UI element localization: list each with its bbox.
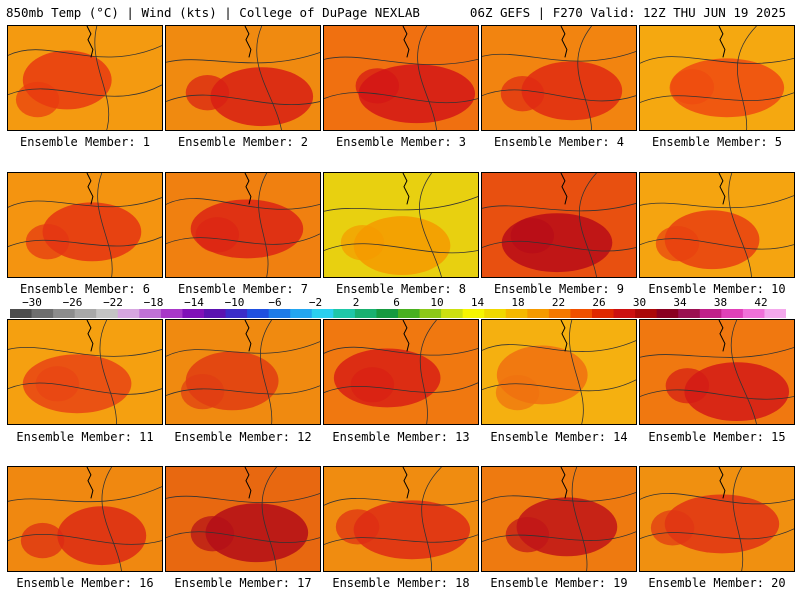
ensemble-member-label: Ensemble Member: 8 [335,282,467,296]
colorbar-segment [635,309,658,318]
colorbar-segment [613,309,636,318]
colorbar-segment [419,309,442,318]
colorbar-segment [311,309,334,318]
ensemble-member-label: Ensemble Member: 9 [493,282,625,296]
colorbar-tick: 14 [470,296,485,309]
colorbar-tick: 2 [352,296,360,309]
ensemble-member-map [7,172,163,278]
colorbar-tick: 42 [754,296,768,309]
colorbar-segment [527,309,550,318]
ensemble-member-label: Ensemble Member: 5 [651,135,783,149]
ensemble-member-map [639,25,795,131]
colorbar-tick: 10 [430,296,444,309]
ensemble-member-map [639,319,795,425]
colorbar-segment [354,309,377,318]
colorbar-tick: −10 [224,296,245,309]
ensemble-member-label: Ensemble Member: 17 [174,576,312,590]
ensemble-member-label: Ensemble Member: 11 [16,430,154,444]
colorbar-segment [484,309,507,318]
colorbar-segment [764,309,786,318]
ensemble-member-map [7,319,163,425]
ensemble-member-map [165,172,321,278]
ensemble-member-map [323,466,479,572]
colorbar-segment [117,309,140,318]
colorbar-tick: 26 [592,296,606,309]
colorbar-tick: −2 [308,296,323,309]
colorbar-tick: 18 [511,296,525,309]
ensemble-member-label: Ensemble Member: 4 [493,135,625,149]
colorbar-segment [592,309,615,318]
ensemble-member-label: Ensemble Member: 14 [490,430,628,444]
colorbar-tick: 6 [393,296,400,309]
colorbar-segment [721,309,744,318]
ensemble-member-label: Ensemble Member: 18 [332,576,470,590]
colorbar-segment [268,309,291,318]
colorbar-segment [96,309,119,318]
ensemble-member-map [323,172,479,278]
ensemble-member-label: Ensemble Member: 10 [648,282,786,296]
ensemble-member-map [165,466,321,572]
colorbar-segment [182,309,205,318]
colorbar-segment [333,309,356,318]
colorbar-segment [53,309,76,318]
colorbar-segment [699,309,722,318]
colorbar-segment [505,309,528,318]
map-title: 850mb Temp (°C) | Wind (kts) | College o… [6,5,420,20]
ensemble-member-map [323,25,479,131]
colorbar-segment [247,309,270,318]
colorbar-tick: 34 [673,296,687,309]
colorbar-segment [139,309,162,318]
colorbar-tick: 38 [713,296,728,309]
ensemble-member-map [7,466,163,572]
ensemble-member-map [639,466,795,572]
ensemble-member-label: Ensemble Member: 7 [177,282,309,296]
colorbar-tick: 30 [632,296,647,309]
colorbar-segment [678,309,701,318]
ensemble-member-label: Ensemble Member: 15 [648,430,786,444]
ensemble-member-map [165,25,321,131]
ensemble-member-map [165,319,321,425]
colorbar-segment [548,309,571,318]
ensemble-member-map [481,319,637,425]
colorbar-segment [31,309,54,318]
colorbar-segment [204,309,227,318]
ensemble-member-label: Ensemble Member: 19 [490,576,628,590]
ensemble-member-label: Ensemble Member: 6 [19,282,151,296]
ensemble-member-map [323,319,479,425]
colorbar-segment [742,309,765,318]
colorbar-segment [376,309,399,318]
ensemble-member-map [481,25,637,131]
colorbar-segment [462,309,485,318]
colorbar-tick: −6 [268,296,282,309]
colorbar-tick-labels: −30 −26 −22 −18 −14 −10 −6 −2 2 6 10 14 18 22 26 30 34 38… [0,296,800,309]
temperature-colorbar [10,309,786,318]
colorbar-segment [441,309,464,318]
ensemble-member-label: Ensemble Member: 1 [19,135,151,149]
colorbar-segment [74,309,97,318]
ensemble-member-label: Ensemble Member: 12 [174,430,312,444]
ensemble-member-label: Ensemble Member: 2 [177,135,309,149]
colorbar-tick: −30 [22,296,42,309]
colorbar-tick: −18 [143,296,164,309]
colorbar-tick: 22 [551,296,566,309]
ensemble-member-label: Ensemble Member: 13 [332,430,470,444]
run-valid-time: 06Z GEFS | F270 Valid: 12Z THU JUN 19 20… [469,5,786,20]
colorbar-segment [160,309,183,318]
ensemble-member-label: Ensemble Member: 20 [648,576,786,590]
colorbar-segment [10,309,33,318]
colorbar-segment [656,309,679,318]
ensemble-member-map [639,172,795,278]
ensemble-member-map [7,25,163,131]
colorbar-tick: −26 [62,296,83,309]
colorbar-segment [225,309,248,318]
colorbar-segment [290,309,313,318]
colorbar-tick: −22 [103,296,123,309]
ensemble-member-map [481,466,637,572]
ensemble-member-label: Ensemble Member: 16 [16,576,154,590]
colorbar-segment [398,309,421,318]
colorbar-tick: −14 [184,296,204,309]
ensemble-member-label: Ensemble Member: 3 [335,135,467,149]
ensemble-member-map [481,172,637,278]
colorbar-segment [570,309,593,318]
